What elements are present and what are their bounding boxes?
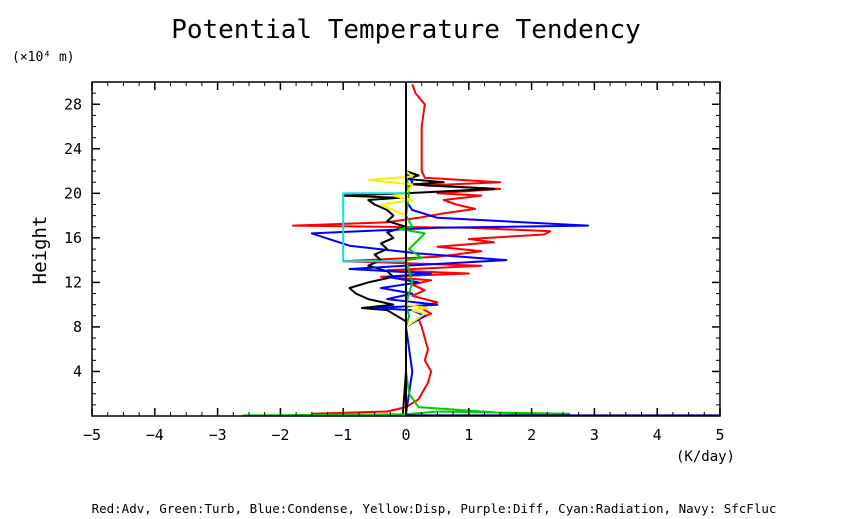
x-tick-label: −4	[146, 426, 164, 444]
chart-title: Potential Temperature Tendency	[171, 15, 641, 45]
y-tick-label: 20	[64, 184, 82, 202]
series-line-1	[342, 84, 495, 414]
y-tick-label: 28	[64, 95, 82, 113]
x-tick-label: −2	[271, 426, 289, 444]
y-tick-label: 8	[73, 318, 82, 336]
x-tick-label: 3	[590, 426, 599, 444]
x-tick-label: −1	[334, 426, 352, 444]
x-tick-label: −5	[83, 426, 101, 444]
series-layer	[242, 82, 720, 417]
x-tick-label: 0	[401, 426, 410, 444]
y-tick-label: 12	[64, 273, 82, 291]
x-tick-label: 2	[527, 426, 536, 444]
y-tick-label: 4	[73, 362, 82, 380]
x-tick-label: 4	[653, 426, 662, 444]
x-tick-label: −3	[209, 426, 227, 444]
y-axis-unit: (×10⁴ m)	[12, 50, 75, 65]
y-axis-label: Height	[29, 216, 51, 285]
x-axis-unit: (K/day)	[676, 449, 735, 465]
y-tick-label: 16	[64, 229, 82, 247]
x-tick-label: 1	[464, 426, 473, 444]
series-line-3	[242, 84, 571, 417]
series-line-0	[292, 83, 552, 415]
x-tick-label: 5	[715, 426, 724, 444]
series-line-2	[310, 84, 590, 414]
y-tick-label: 24	[64, 140, 82, 158]
series-line-6	[342, 192, 406, 263]
legend-caption: Red:Adv, Green:Turb, Blue:Condense, Yell…	[92, 501, 777, 516]
series-line-4	[367, 84, 429, 328]
